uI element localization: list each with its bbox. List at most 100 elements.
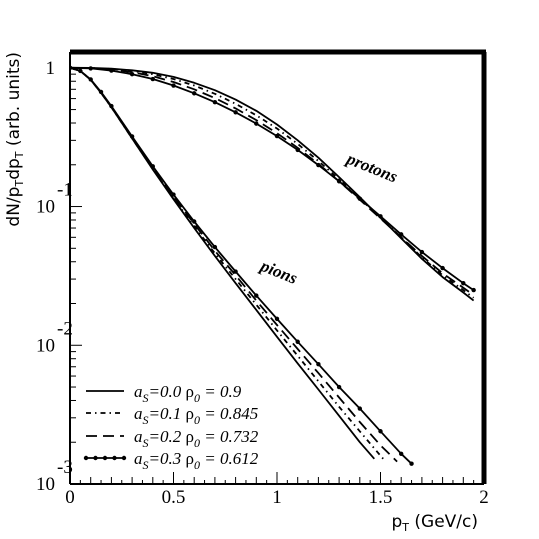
axis-titles: pT (GeV/c)dN/pTdpT (arb. units) bbox=[4, 52, 478, 534]
curve-marker-protons bbox=[150, 76, 155, 82]
curve-marker-pions bbox=[409, 461, 414, 466]
curve-marker-protons bbox=[336, 179, 342, 184]
curve-marker-pions bbox=[233, 269, 238, 274]
legend-a-symbol: a bbox=[134, 404, 143, 423]
curve-marker-pions bbox=[129, 134, 135, 139]
legend-a-symbol: a bbox=[134, 427, 143, 446]
curve-pions-series-2 bbox=[70, 66, 398, 463]
curve-marker-protons bbox=[399, 232, 404, 237]
x-tick-label: 0 bbox=[65, 487, 75, 508]
y-title-dp: dp bbox=[4, 158, 24, 180]
curve-marker-pions bbox=[295, 339, 300, 344]
curve-protons-series-1 bbox=[70, 66, 475, 299]
legend-a-value: =0.1 bbox=[149, 404, 186, 423]
curve-marker-pions bbox=[171, 192, 176, 197]
curve-marker-pions bbox=[336, 384, 342, 390]
y-tick-exponent: -3 bbox=[57, 457, 73, 478]
curve-marker-protons bbox=[171, 83, 176, 88]
legend-rho-subscript: 0 bbox=[194, 458, 200, 472]
curve-marker-pions bbox=[357, 406, 362, 411]
legend-rho-subscript: 0 bbox=[194, 413, 200, 427]
legend-a-symbol: a bbox=[134, 449, 143, 468]
legend-marker-sample bbox=[112, 455, 117, 461]
legend-rho-symbol: ρ bbox=[185, 404, 193, 423]
curve-marker-pions bbox=[254, 293, 259, 298]
legend-rho-subscript: 0 bbox=[194, 436, 200, 450]
legend-a-value: =0.0 bbox=[149, 382, 186, 401]
legend-rho-symbol: ρ bbox=[185, 427, 193, 446]
legend-entry-text: aS=0.1 ρ0 = 0.845 bbox=[134, 404, 258, 427]
y-tick-label: 1 bbox=[46, 58, 56, 79]
legend-marker-sample bbox=[83, 455, 89, 461]
x-axis-title: pT (GeV/c) bbox=[391, 512, 478, 534]
legend-entry-text: aS=0.0 ρ0 = 0.9 bbox=[134, 382, 242, 405]
curve-marker-protons bbox=[378, 214, 383, 219]
curve-marker-pions bbox=[378, 429, 383, 434]
x-title-units: (GeV/c) bbox=[409, 512, 478, 532]
legend-rho-value: = 0.732 bbox=[200, 427, 259, 446]
y-title-subscript-1: T bbox=[13, 180, 26, 188]
curve-marker-protons bbox=[233, 110, 238, 115]
y-title-subscript-2: T bbox=[13, 151, 26, 159]
curve-marker-pions bbox=[399, 451, 404, 457]
curve-marker-pions bbox=[192, 219, 197, 224]
legend-entry-text: aS=0.2 ρ0 = 0.732 bbox=[134, 427, 259, 450]
y-tick-exponent: -2 bbox=[57, 318, 73, 339]
legend-rho-value: = 0.9 bbox=[200, 382, 242, 401]
y-tick-labels: 110-110-210-3 bbox=[36, 58, 73, 495]
curve-protons-series-2 bbox=[70, 66, 475, 296]
legend-marker-sample bbox=[93, 455, 98, 461]
annotation-protons: protons bbox=[342, 148, 400, 186]
x-tick-labels: 0 0.5 1 1.5 2 bbox=[65, 487, 489, 508]
series-curves bbox=[70, 65, 476, 466]
axis-ticks bbox=[69, 67, 485, 485]
curve-marker-pions bbox=[212, 244, 218, 250]
curve-pions-series-3 bbox=[70, 66, 413, 465]
curve-pions-series-1 bbox=[70, 66, 386, 461]
x-tick-label: 1 bbox=[272, 487, 282, 508]
curve-protons-series-0 bbox=[70, 66, 475, 302]
curve-marker-protons bbox=[295, 147, 300, 153]
x-tick-label: 0.5 bbox=[162, 487, 186, 508]
y-tick-label: 10 bbox=[36, 474, 55, 495]
y-tick-label: 10 bbox=[36, 335, 55, 356]
legend-a-symbol: a bbox=[134, 382, 143, 401]
legend-a-subscript: S bbox=[143, 436, 149, 450]
curve-protons-series-3 bbox=[70, 66, 475, 291]
curve-marker-pions bbox=[109, 103, 114, 109]
curve-marker-protons bbox=[461, 281, 466, 286]
curve-marker-pions bbox=[150, 164, 155, 169]
legend-entry-text: aS=0.3 ρ0 = 0.612 bbox=[134, 449, 259, 472]
curve-marker-protons bbox=[254, 121, 259, 126]
curve-marker-pions bbox=[98, 89, 104, 95]
legend-a-subscript: S bbox=[143, 391, 149, 405]
curve-marker-protons bbox=[357, 196, 362, 201]
curve-marker-protons bbox=[109, 68, 114, 73]
y-axis-title: dN/pTdpT (arb. units) bbox=[4, 52, 26, 227]
legend-rho-symbol: ρ bbox=[185, 382, 193, 401]
curve-marker-protons bbox=[212, 100, 218, 105]
legend-a-value: =0.3 bbox=[149, 449, 186, 468]
y-tick-label: 10 bbox=[36, 197, 55, 218]
curve-marker-protons bbox=[129, 71, 135, 77]
legend-a-subscript: S bbox=[143, 413, 149, 427]
legend-a-subscript: S bbox=[143, 458, 149, 472]
curve-marker-protons bbox=[274, 133, 280, 139]
legend-marker-sample bbox=[121, 455, 127, 461]
curve-marker-pions bbox=[88, 77, 93, 82]
x-title-p: p bbox=[391, 512, 402, 532]
curve-marker-protons bbox=[471, 287, 476, 293]
x-title-subscript: T bbox=[401, 521, 409, 534]
y-title-dn: dN/p bbox=[4, 187, 24, 227]
curve-marker-pions bbox=[274, 316, 280, 322]
y-tick-exponent: -1 bbox=[57, 180, 73, 201]
annotation-pions: pions bbox=[256, 255, 300, 288]
x-tick-label: 1.5 bbox=[369, 487, 393, 508]
curve-marker-protons bbox=[316, 162, 321, 168]
curve-marker-protons bbox=[419, 249, 425, 255]
legend-rho-value: = 0.612 bbox=[200, 449, 259, 468]
curve-marker-pions bbox=[78, 68, 83, 74]
legend-rho-symbol: ρ bbox=[185, 449, 193, 468]
